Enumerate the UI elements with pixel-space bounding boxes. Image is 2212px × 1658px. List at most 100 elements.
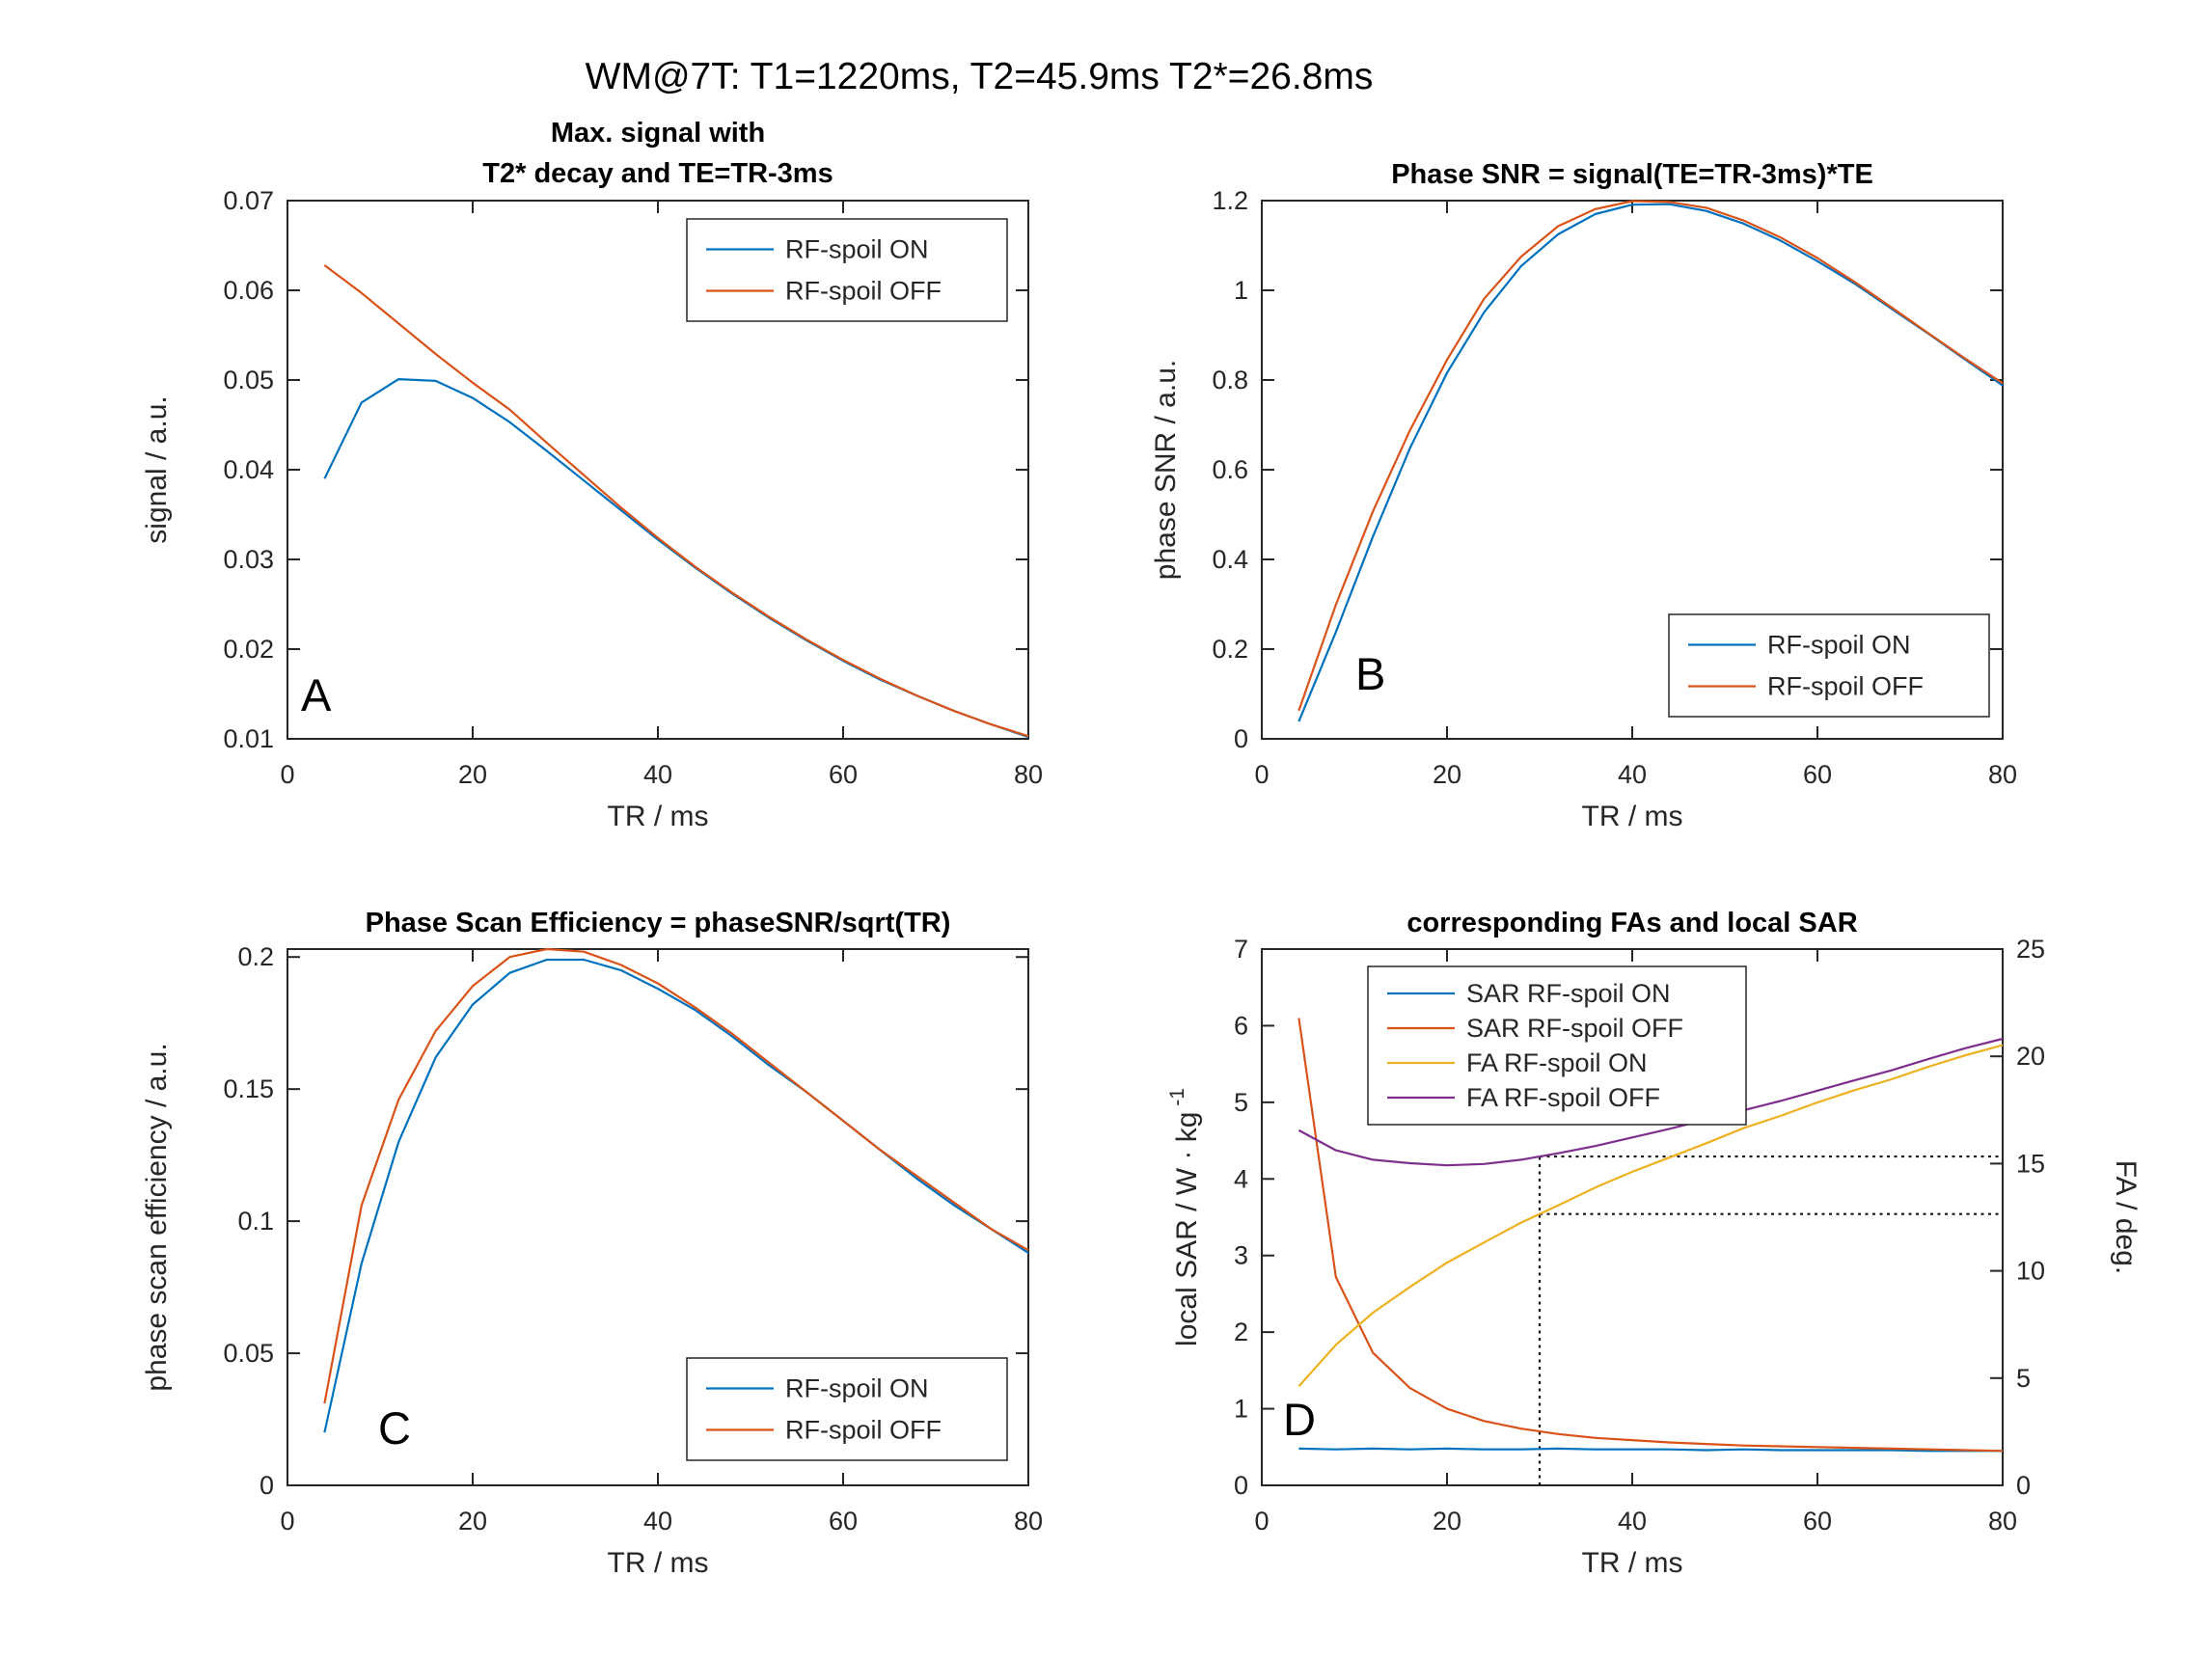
legend: RF-spoil ON RF-spoil OFF [686, 1357, 1008, 1461]
y-tick-label: 0.15 [223, 1074, 274, 1103]
subplot-title: Max. signal with [551, 118, 765, 149]
y-tick-label: 7 [1234, 935, 1248, 964]
y-tick-label: 1.2 [1212, 186, 1248, 215]
x-tick-label: 80 [1988, 760, 2017, 789]
y-tick-label: 0.8 [1212, 366, 1248, 394]
x-tick-label: 20 [458, 1507, 487, 1536]
subplot-letter: B [1355, 648, 1385, 699]
y-tick-label: 0.07 [223, 186, 274, 215]
y-tick-label: 0.05 [223, 366, 274, 394]
legend: RF-spoil ON RF-spoil OFF [1668, 613, 1990, 718]
x-tick-label: 20 [1433, 760, 1461, 789]
y2-tick-label: 25 [2016, 935, 2045, 964]
x-axis-label: TR / ms [1582, 1547, 1683, 1579]
y2-tick-label: 10 [2016, 1257, 2045, 1286]
series-rf-spoil-on [323, 378, 1029, 739]
y-tick-label: 1 [1234, 1395, 1248, 1424]
y2-tick-label: 15 [2016, 1149, 2045, 1178]
x-tick-label: 0 [1254, 760, 1269, 789]
y-tick-label: 0.2 [1212, 635, 1248, 664]
series-rf-spoil-on [1297, 203, 2004, 722]
x-tick-label: 0 [1254, 1507, 1269, 1536]
x-tick-label: 20 [1433, 1507, 1461, 1536]
y-tick-label: 0.6 [1212, 455, 1248, 484]
y-tick-label: 0 [259, 1471, 274, 1500]
y-tick-label: 0.1 [237, 1207, 274, 1236]
figure-title: WM@7T: T1=1220ms, T2=45.9ms T2*=26.8ms [585, 56, 1374, 97]
x-tick-label: 80 [1014, 760, 1043, 789]
legend-box [686, 218, 1008, 322]
legend-label: SAR RF-spoil ON [1466, 979, 1671, 1008]
subplot-A: Max. signal with T2* decay and TE=TR-3ms 0… [141, 118, 1043, 832]
y-tick-label: 0.06 [223, 276, 274, 305]
x-tick-label: 60 [1803, 760, 1832, 789]
subplot-title: Phase Scan Efficiency = phaseSNR/sqrt(TR… [366, 908, 951, 938]
y-axis-label: phase scan efficiency / a.u. [141, 1043, 173, 1391]
subplot-B: Phase SNR = signal(TE=TR-3ms)*TE 0 20 40 60 8… [1150, 159, 2017, 832]
y-tick-label: 0.05 [223, 1339, 274, 1368]
y-tick-label: 3 [1234, 1241, 1248, 1270]
subplot-letter: D [1283, 1394, 1316, 1445]
x-axis-label: TR / ms [608, 1547, 709, 1579]
legend-label: RF-spoil ON [785, 235, 929, 264]
legend-label: RF-spoil ON [1767, 631, 1911, 660]
x-tick-label: 0 [280, 760, 294, 789]
x-tick-label: 60 [829, 760, 858, 789]
legend-label: FA RF-spoil OFF [1466, 1083, 1660, 1112]
x-tick-label: 80 [1988, 1507, 2017, 1536]
x-tick-label: 40 [1618, 1507, 1647, 1536]
legend-label: RF-spoil ON [785, 1374, 929, 1403]
legend-box [1668, 613, 1990, 718]
x-tick-label: 80 [1014, 1507, 1043, 1536]
y2-tick-label: 0 [2016, 1471, 2031, 1500]
y-tick-label: 0.04 [223, 455, 274, 484]
series-fa-rf-spoil-on [1297, 1044, 2004, 1388]
x-tick-label: 40 [643, 1507, 672, 1536]
y-axis-label: signal / a.u. [141, 395, 173, 543]
x-tick-label: 20 [458, 760, 487, 789]
legend-label: RF-spoil OFF [785, 1416, 942, 1445]
subplot-letter: C [378, 1402, 411, 1454]
legend-label: RF-spoil OFF [785, 277, 942, 306]
subplot-C: Phase Scan Efficiency = phaseSNR/sqrt(TR… [141, 908, 1043, 1579]
y-tick-label: 0.02 [223, 635, 274, 664]
y-tick-label: 0.03 [223, 545, 274, 574]
series-rf-spoil-off [323, 264, 1029, 738]
y2-axis-label: FA / deg. [2110, 1160, 2142, 1274]
series-rf-spoil-off [1297, 200, 2004, 712]
x-tick-label: 0 [280, 1507, 294, 1536]
x-tick-label: 40 [643, 760, 672, 789]
y2-tick-label: 5 [2016, 1364, 2031, 1393]
y2-tick-label: 20 [2016, 1042, 2045, 1071]
subplot-title: T2* decay and TE=TR-3ms [482, 158, 833, 189]
y-tick-label: 1 [1234, 276, 1248, 305]
subplot-title: Phase SNR = signal(TE=TR-3ms)*TE [1391, 159, 1873, 190]
legend-label: RF-spoil OFF [1767, 672, 1924, 701]
legend-label: FA RF-spoil ON [1466, 1048, 1648, 1077]
subplot-title: corresponding FAs and local SAR [1406, 908, 1857, 938]
y-tick-label: 5 [1234, 1088, 1248, 1117]
subplot-letter: A [301, 669, 332, 720]
y-tick-label: 0 [1234, 724, 1248, 753]
x-axis-label: TR / ms [1582, 801, 1683, 832]
x-tick-label: 60 [1803, 1507, 1832, 1536]
y-tick-label: 2 [1234, 1318, 1248, 1346]
y-axis-label: local SAR / W · kg -1 [1166, 1088, 1203, 1346]
y-axis-label: phase SNR / a.u. [1150, 360, 1182, 580]
series-rf-spoil-off [323, 947, 1029, 1404]
y-tick-label: 4 [1234, 1164, 1248, 1193]
y-tick-label: 0.4 [1212, 545, 1248, 574]
x-tick-label: 60 [829, 1507, 858, 1536]
legend: SAR RF-spoil ON SAR RF-spoil OFF FA RF-spo… [1367, 965, 1747, 1126]
series-sar-rf-spoil-on [1298, 1447, 2003, 1453]
y-tick-label: 0.2 [237, 942, 274, 971]
legend-box [686, 1357, 1008, 1461]
series-rf-spoil-on [323, 958, 1029, 1433]
series-fa-rf-spoil-off [1297, 1037, 2004, 1167]
series-sar-rf-spoil-off [1297, 1018, 2004, 1453]
y-tick-label: 6 [1234, 1011, 1248, 1040]
y-tick-label: 0 [1234, 1471, 1248, 1500]
x-axis-label: TR / ms [608, 801, 709, 832]
